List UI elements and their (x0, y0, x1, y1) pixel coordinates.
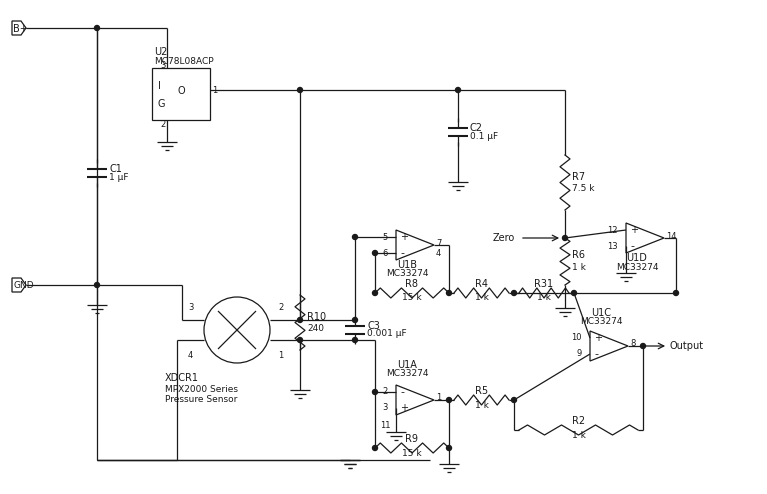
Circle shape (373, 446, 377, 451)
Polygon shape (12, 21, 26, 35)
Text: Zero: Zero (492, 233, 515, 243)
Text: 8: 8 (630, 339, 635, 348)
Circle shape (512, 398, 516, 403)
Text: +: + (400, 403, 408, 413)
Circle shape (640, 343, 646, 348)
Circle shape (562, 236, 568, 241)
Text: MC33274: MC33274 (386, 270, 428, 279)
Text: XDCR1: XDCR1 (165, 373, 199, 383)
Text: 7.5 k: 7.5 k (572, 184, 594, 193)
Text: 3: 3 (160, 60, 166, 70)
Circle shape (373, 389, 377, 395)
Circle shape (571, 290, 577, 295)
Circle shape (673, 290, 679, 295)
Text: U1D: U1D (627, 253, 647, 263)
Text: GND: GND (13, 282, 34, 290)
Text: 10: 10 (571, 333, 582, 342)
Text: Output: Output (670, 341, 704, 351)
Text: +: + (594, 333, 602, 343)
Text: -: - (400, 248, 404, 258)
Text: Pressure Sensor: Pressure Sensor (165, 396, 237, 405)
Text: 14: 14 (666, 232, 676, 241)
Text: C3: C3 (367, 321, 380, 331)
Text: 1 k: 1 k (475, 401, 489, 410)
Circle shape (373, 290, 377, 295)
Bar (152, 68, 210, 120)
Text: 1: 1 (278, 351, 283, 360)
Circle shape (512, 290, 516, 295)
Text: 5: 5 (383, 233, 388, 242)
Text: 9: 9 (577, 349, 582, 359)
Text: 1 k: 1 k (572, 263, 586, 272)
Circle shape (353, 318, 357, 323)
Text: R4: R4 (475, 279, 488, 289)
Text: MC33274: MC33274 (580, 318, 622, 327)
Circle shape (446, 290, 452, 295)
Text: 7: 7 (436, 239, 441, 247)
Text: C2: C2 (470, 123, 483, 133)
Text: U1A: U1A (397, 360, 417, 370)
Text: 2: 2 (278, 303, 283, 313)
Text: 11: 11 (380, 421, 391, 430)
Text: R8: R8 (406, 279, 419, 289)
Text: 1 k: 1 k (537, 293, 551, 302)
Text: -: - (630, 241, 634, 251)
Circle shape (373, 250, 377, 255)
Text: 15 k: 15 k (402, 293, 422, 302)
Text: 3: 3 (383, 404, 388, 412)
Text: R10: R10 (307, 312, 326, 322)
Text: +: + (630, 225, 638, 235)
Text: 0.1 μF: 0.1 μF (470, 131, 498, 140)
Text: 13: 13 (607, 242, 618, 250)
Text: 0.001 μF: 0.001 μF (367, 329, 407, 338)
Text: 3: 3 (188, 303, 193, 313)
Text: I: I (158, 81, 161, 91)
Text: 2: 2 (160, 120, 165, 128)
Text: 1: 1 (436, 394, 441, 403)
Text: 12: 12 (607, 225, 618, 235)
Text: 6: 6 (383, 248, 388, 257)
Text: B+: B+ (13, 24, 28, 34)
Text: 2: 2 (383, 387, 388, 397)
Text: U1B: U1B (397, 260, 417, 270)
Circle shape (456, 87, 460, 92)
Text: G: G (158, 99, 166, 109)
Text: U1C: U1C (591, 308, 611, 318)
Text: MC33274: MC33274 (616, 262, 658, 272)
Text: R5: R5 (475, 386, 488, 396)
Text: R9: R9 (406, 434, 419, 444)
Circle shape (353, 235, 357, 240)
Text: 1: 1 (212, 85, 217, 94)
Text: 240: 240 (307, 324, 324, 333)
Circle shape (298, 318, 302, 323)
Text: MC33274: MC33274 (386, 370, 428, 378)
Circle shape (94, 26, 100, 31)
Text: -: - (594, 349, 598, 359)
Text: R31: R31 (535, 279, 554, 289)
Text: MC78L08ACP: MC78L08ACP (154, 56, 214, 66)
Text: 15 k: 15 k (402, 449, 422, 457)
Circle shape (298, 87, 302, 92)
Polygon shape (12, 278, 26, 292)
Text: R7: R7 (572, 171, 585, 181)
Text: 1 k: 1 k (571, 430, 585, 440)
Circle shape (298, 337, 302, 342)
Circle shape (446, 398, 452, 403)
Text: R2: R2 (572, 416, 585, 426)
Text: C1: C1 (109, 164, 122, 174)
Text: R6: R6 (572, 250, 585, 260)
Text: +: + (400, 232, 408, 242)
Text: MPX2000 Series: MPX2000 Series (165, 384, 238, 394)
Text: 1 k: 1 k (475, 293, 489, 302)
Circle shape (353, 337, 357, 342)
Text: 1 μF: 1 μF (109, 172, 129, 181)
Text: U2: U2 (154, 47, 167, 57)
Text: 4: 4 (436, 248, 441, 257)
Circle shape (94, 283, 100, 288)
Text: -: - (400, 387, 404, 397)
Circle shape (446, 446, 452, 451)
Text: O: O (178, 86, 186, 96)
Text: 4: 4 (188, 351, 193, 360)
